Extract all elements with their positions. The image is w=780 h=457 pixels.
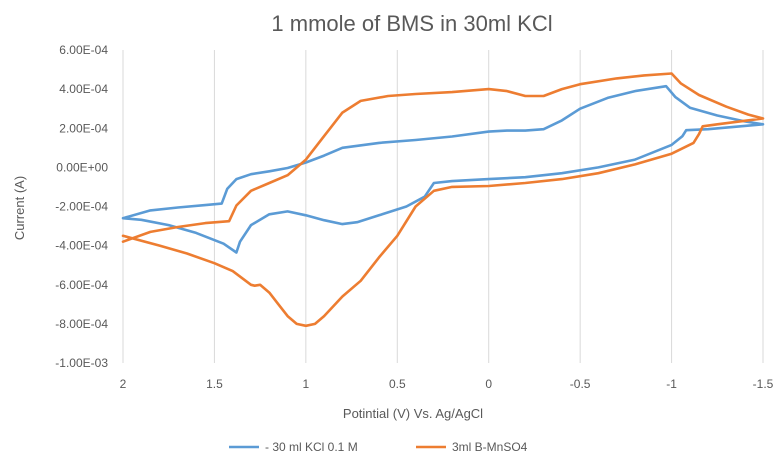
series-line-2: [121, 72, 765, 328]
y-tick-label: -4.00E-04: [55, 239, 108, 253]
y-tick-label: 2.00E-04: [59, 121, 108, 135]
y-tick-label: -2.00E-04: [55, 200, 108, 214]
y-tick-label: -6.00E-04: [55, 278, 108, 292]
series-lines: [121, 72, 765, 328]
y-tick-label: -1.00E-03: [55, 356, 108, 370]
y-axis-ticks: 6.00E-04 4.00E-04 2.00E-04 0.00E+00 -2.00E-0…: [55, 43, 108, 370]
grid: [122, 50, 764, 363]
y-tick-label: -8.00E-04: [55, 317, 108, 331]
legend-label: 3ml B-MnSO4: [452, 440, 528, 454]
x-tick-label: 0: [485, 377, 492, 391]
chart-title: 1 mmole of BMS in 30ml KCl: [271, 11, 552, 36]
legend: - 30 ml KCl 0.1 M 3ml B-MnSO4: [229, 440, 528, 454]
series-line-1: [121, 84, 765, 254]
x-tick-label: 1.5: [206, 377, 223, 391]
x-tick-label: 1: [303, 377, 310, 391]
x-tick-label: -1: [666, 377, 677, 391]
y-axis-title: Current (A): [12, 176, 27, 240]
y-tick-label: 4.00E-04: [59, 82, 108, 96]
y-tick-label: 6.00E-04: [59, 43, 108, 57]
x-tick-label: -1.5: [753, 377, 774, 391]
x-tick-label: 0.5: [389, 377, 406, 391]
y-tick-label: 0.00E+00: [56, 160, 108, 174]
legend-label: - 30 ml KCl 0.1 M: [265, 440, 358, 454]
x-axis-ticks: 2 1.5 1 0.5 0 -0.5 -1 -1.5: [120, 377, 774, 391]
x-tick-label: -0.5: [570, 377, 591, 391]
x-tick-label: 2: [120, 377, 127, 391]
x-axis-title: Potintial (V) Vs. Ag/AgCl: [343, 406, 483, 421]
